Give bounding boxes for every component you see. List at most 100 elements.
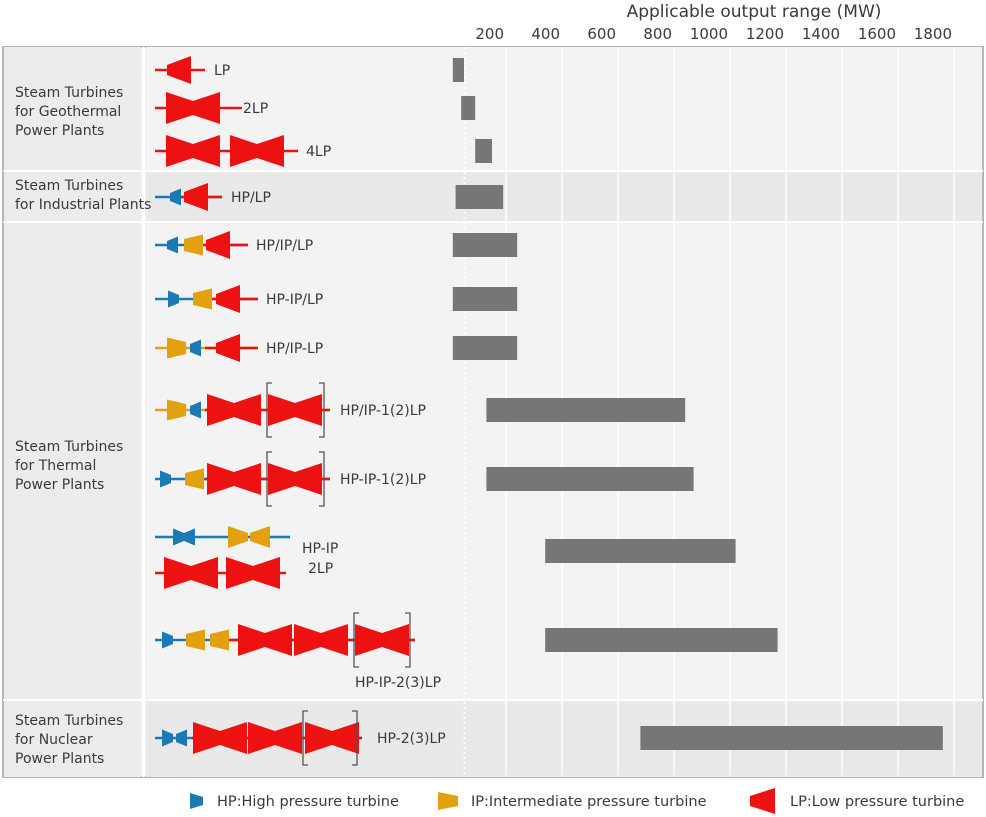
x-tick-label: 200: [475, 25, 504, 43]
group-label-cell: [4, 701, 141, 777]
optional-bracket: [302, 710, 308, 766]
group-label-line: Power Plants: [15, 123, 104, 139]
turbine-config-diagram: HP-IP/LP: [155, 285, 323, 313]
group-label: Steam Turbines for Industrial Plants: [15, 178, 151, 213]
turbine-config-diagram: HP/IP/LP: [155, 231, 313, 259]
lp-turbine-icon: [355, 624, 409, 656]
ip-turbine-icon: [193, 288, 212, 310]
lp-turbine-icon: [166, 92, 220, 124]
hp-turbine-icon: [167, 236, 178, 254]
config-label: 2LP: [243, 101, 268, 117]
ip-legend-swatch: [438, 792, 458, 810]
output-range-bar: [545, 539, 736, 563]
group-label-line: Steam Turbines: [15, 178, 123, 194]
group-label: Steam Turbines for Nuclear Power Plants: [15, 713, 123, 767]
lp-turbine-icon: [164, 557, 218, 589]
group-label-line: Steam Turbines: [15, 439, 123, 455]
lp-turbine-icon: [206, 231, 230, 259]
turbine-config-diagram: HP/IP-LP: [155, 334, 323, 362]
lp-turbine-icon: [294, 624, 348, 656]
lp-turbine-icon: [166, 135, 220, 167]
x-tick-label: 1800: [914, 25, 952, 43]
config-label: HP/LP: [231, 190, 271, 206]
chart-title: Applicable output range (MW): [627, 2, 882, 22]
lp-turbine-icon: [216, 334, 240, 362]
group-label-line: Power Plants: [15, 751, 104, 767]
turbine-config-diagram: HP/LP: [155, 183, 271, 211]
output-range-bar: [452, 58, 464, 82]
output-range-bar: [640, 726, 943, 750]
legend-item: IP:Intermediate pressure turbine: [438, 792, 707, 810]
lp-turbine-icon: [207, 394, 261, 426]
ip-turbine-icon: [228, 526, 248, 548]
optional-bracket: [319, 451, 325, 507]
ip-turbine-icon: [210, 629, 229, 651]
x-tick-label: 1400: [802, 25, 840, 43]
optional-bracket: [353, 612, 359, 668]
ip-turbine-icon: [250, 526, 270, 548]
output-range-bar: [475, 139, 492, 163]
lp-turbine-icon: [184, 183, 208, 211]
legend-item: LP:Low pressure turbine: [750, 788, 964, 814]
config-label: HP-IP: [302, 541, 338, 557]
config-label: HP-IP/LP: [266, 292, 323, 308]
hp-turbine-icon: [170, 188, 181, 206]
group-label-cell: [4, 223, 141, 699]
hp-turbine-icon: [162, 729, 173, 747]
x-tick-label: 600: [587, 25, 616, 43]
lp-turbine-icon: [207, 463, 261, 495]
group-label-line: for Thermal: [15, 458, 96, 474]
config-label: 4LP: [306, 144, 331, 160]
lp-turbine-icon: [193, 722, 247, 754]
x-tick-label: 400: [531, 25, 560, 43]
output-range-bar: [452, 287, 518, 311]
optional-bracket: [319, 382, 325, 438]
hp-turbine-icon: [160, 470, 171, 488]
turbine-config-diagram: HP-IP-1(2)LP: [155, 451, 426, 507]
config-label: HP/IP-LP: [266, 341, 323, 357]
group-label-line: Steam Turbines: [15, 713, 123, 729]
group-label-line: for Industrial Plants: [15, 197, 151, 213]
output-range-bar: [545, 628, 778, 652]
output-range-bar: [461, 96, 476, 120]
lp-legend-swatch: [750, 788, 775, 814]
group-label-line: Steam Turbines: [15, 85, 123, 101]
x-tick-label: 800: [643, 25, 672, 43]
config-label: HP/IP-1(2)LP: [340, 403, 426, 419]
group-label: Steam Turbines for Geothermal Power Plants: [15, 85, 123, 139]
lp-turbine-icon: [226, 557, 280, 589]
hp-turbine-icon: [184, 528, 195, 546]
optional-bracket: [266, 382, 272, 438]
hp-turbine-icon: [190, 401, 201, 419]
ip-turbine-icon: [186, 629, 205, 651]
lp-turbine-icon: [167, 56, 191, 84]
legend-label: HP:High pressure turbine: [217, 794, 399, 810]
lp-turbine-icon: [248, 722, 302, 754]
lp-turbine-icon: [238, 624, 292, 656]
config-label: LP: [214, 63, 230, 79]
legend: HP:High pressure turbine IP:Intermediate …: [190, 788, 964, 814]
ip-turbine-icon: [167, 399, 186, 421]
group-label-line: Power Plants: [15, 477, 104, 493]
turbine-config-diagram: 2LP: [155, 92, 268, 124]
ip-turbine-icon: [185, 468, 204, 490]
lp-turbine-icon: [230, 135, 284, 167]
turbine-config-diagram: HP-2(3)LP: [155, 710, 446, 766]
config-label: 2LP: [308, 561, 333, 577]
hp-turbine-icon: [190, 339, 201, 357]
lp-turbine-icon: [305, 722, 359, 754]
config-label: HP-2(3)LP: [377, 731, 446, 747]
group-label-line: for Geothermal: [15, 104, 121, 120]
legend-label: IP:Intermediate pressure turbine: [471, 794, 707, 810]
output-range-bar: [486, 398, 686, 422]
ip-turbine-icon: [184, 234, 203, 256]
turbine-config-diagram: HP/IP-1(2)LP: [155, 382, 426, 438]
hp-legend-swatch: [190, 793, 203, 809]
hp-turbine-icon: [168, 290, 179, 308]
lp-turbine-icon: [268, 394, 322, 426]
ip-turbine-icon: [167, 337, 186, 359]
hp-turbine-icon: [173, 528, 184, 546]
config-label: HP-IP-1(2)LP: [340, 472, 426, 488]
x-tick-label: 1200: [746, 25, 784, 43]
